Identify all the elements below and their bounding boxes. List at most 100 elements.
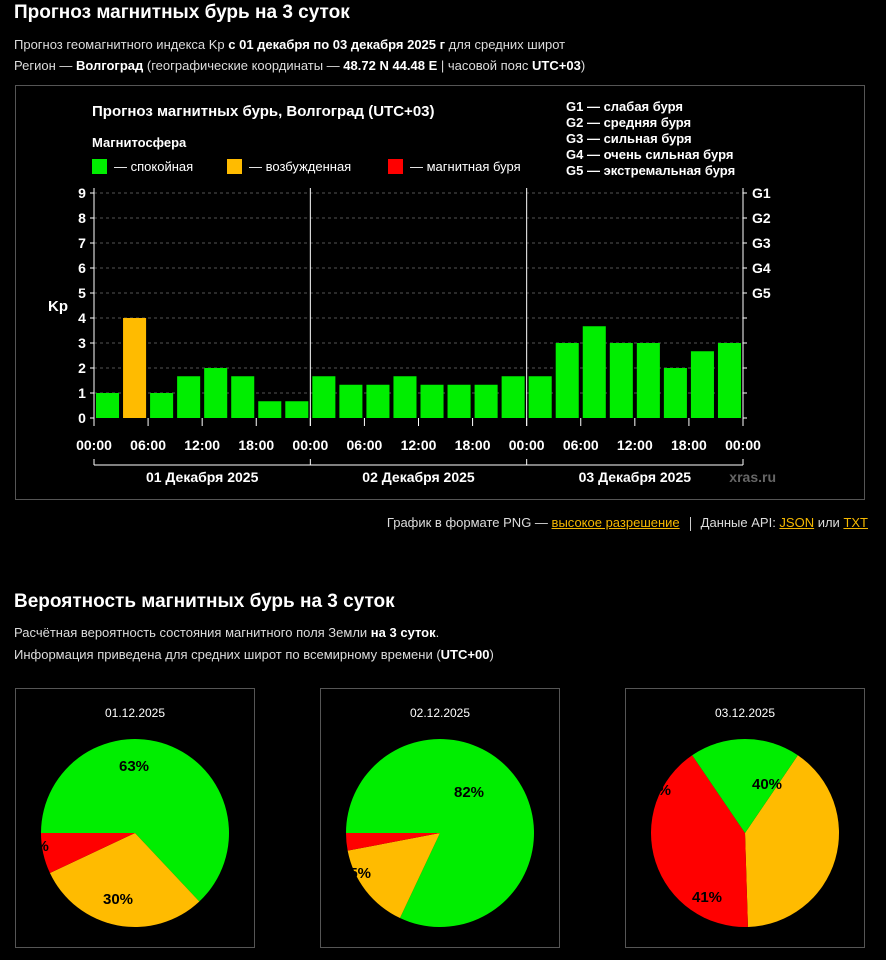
api-text: Данные API: <box>700 515 780 530</box>
x-tick-label: 12:00 <box>617 437 653 453</box>
legend-label: — возбужденная <box>249 159 351 174</box>
y-tick-label: 1 <box>78 385 86 401</box>
x-tick-label: 12:00 <box>184 437 220 453</box>
tz-prefix: | часовой пояс <box>437 58 533 73</box>
pie-label: 82% <box>454 784 484 801</box>
x-tick-label: 06:00 <box>130 437 166 453</box>
y-tick-label: 8 <box>78 210 86 226</box>
kp-bar <box>366 384 390 418</box>
kp-bar <box>474 384 498 418</box>
pie-slice-excited <box>49 833 200 927</box>
subtitle-text: Прогноз геомагнитного индекса Kp <box>14 37 229 52</box>
y-tick-label: 3 <box>78 335 86 351</box>
g-scale-item: G2 — средняя буря <box>566 115 691 130</box>
pie-title: 03.12.2025 <box>715 706 775 720</box>
pie-slice-excited <box>347 833 440 919</box>
pie-box-2: 02.12.2025 82% 15% <box>320 688 560 948</box>
pie-slice-quiet <box>692 739 798 833</box>
kp-bar <box>609 343 633 418</box>
legend-label: — спокойная <box>114 159 193 174</box>
coordinates: 48.72 N 44.48 E <box>343 58 438 73</box>
separator <box>689 516 691 531</box>
pie-chart-2: 02.12.2025 82% 15% <box>341 706 534 927</box>
region-line: Регион — Волгоград (географические коорд… <box>14 58 585 73</box>
forecast-subtitle: Прогноз геомагнитного индекса Kp с 01 де… <box>14 37 565 52</box>
legend-label: — магнитная буря <box>410 159 521 174</box>
or-text: или <box>814 515 844 530</box>
pie-slice-excited <box>745 755 839 927</box>
kp-bar <box>258 401 282 418</box>
kp-bar <box>96 393 120 418</box>
pie-title: 02.12.2025 <box>410 706 470 720</box>
y-tick-label: 6 <box>78 260 86 276</box>
kp-bar <box>636 343 660 418</box>
y-tick-label: 2 <box>78 360 86 376</box>
kp-bar <box>393 376 417 418</box>
kp-bar <box>285 401 309 418</box>
pie-label: 19% <box>641 782 671 799</box>
probability-line2: Информация приведена для средних широт п… <box>14 647 494 662</box>
timezone: UTC+03 <box>532 58 581 73</box>
x-tick-label: 00:00 <box>292 437 328 453</box>
region-prefix: Регион — <box>14 58 76 73</box>
kp-bar <box>231 376 255 418</box>
kp-bar <box>555 343 579 418</box>
json-link[interactable]: JSON <box>779 515 815 530</box>
legend-swatch <box>92 159 107 174</box>
g-scale-item: G5 — экстремальная буря <box>566 163 735 178</box>
probability-title: Вероятность магнитных бурь на 3 суток <box>14 591 395 612</box>
pie-chart-3: 03.12.2025 19% 40% 41% <box>641 706 839 927</box>
day-label: 03 Декабря 2025 <box>579 469 692 485</box>
chart-title: Прогноз магнитных бурь, Волгоград (UTC+0… <box>92 103 435 120</box>
prob-dot: . <box>435 625 440 640</box>
x-tick-label: 18:00 <box>455 437 491 453</box>
kp-bar <box>447 384 471 418</box>
g-level-label: G3 <box>752 235 771 251</box>
tz-suffix: ) <box>580 58 586 73</box>
g-level-label: G5 <box>752 285 771 301</box>
pie-label: 40% <box>752 776 782 793</box>
txt-link[interactable]: TXT <box>843 515 868 530</box>
kp-bar-chart: Прогноз магнитных бурь, Волгоград (UTC+0… <box>48 99 776 485</box>
x-tick-label: 00:00 <box>76 437 112 453</box>
x-tick-label: 12:00 <box>401 437 437 453</box>
y-tick-label: 0 <box>78 410 86 426</box>
png-text: График в формате PNG — <box>386 515 552 530</box>
pie-label: 15% <box>341 865 371 882</box>
kp-bar <box>528 376 552 418</box>
pie-slice-storm <box>346 833 440 851</box>
subtitle-text-end: для средних широт <box>445 37 566 52</box>
date-range: с 01 декабря по 03 декабря 2025 г <box>228 37 446 52</box>
probability-line1: Расчётная вероятность состояния магнитно… <box>14 625 439 640</box>
kp-bar <box>690 351 714 418</box>
prob-info: Информация приведена для средних широт п… <box>14 647 441 662</box>
pie-slice-quiet <box>41 739 229 902</box>
g-level-label: G4 <box>752 260 771 276</box>
x-tick-label: 00:00 <box>509 437 545 453</box>
y-tick-label: 4 <box>78 310 86 326</box>
kp-bar <box>177 376 201 418</box>
kp-bar <box>663 368 687 418</box>
g-scale-item: G3 — сильная буря <box>566 131 692 146</box>
pie-box-1: 01.12.2025 63% 30% 7% <box>15 688 255 948</box>
pie-chart-1: 01.12.2025 63% 30% 7% <box>27 706 229 927</box>
pie-label: 30% <box>103 891 133 908</box>
x-tick-label: 18:00 <box>238 437 274 453</box>
prob-text: Расчётная вероятность состояния магнитно… <box>14 625 371 640</box>
pie-box-3: 03.12.2025 19% 40% 41% <box>625 688 865 948</box>
watermark: xras.ru <box>729 469 776 485</box>
g-level-label: G2 <box>752 210 771 226</box>
kp-bar <box>204 368 228 418</box>
y-axis-label: Kp <box>48 298 68 315</box>
x-tick-label: 06:00 <box>347 437 383 453</box>
pie-slice-storm <box>651 755 748 927</box>
prob-utc: UTC+00 <box>440 647 490 662</box>
pie-title: 01.12.2025 <box>105 706 165 720</box>
day-label: 01 Декабря 2025 <box>146 469 259 485</box>
x-tick-label: 00:00 <box>725 437 761 453</box>
region-name: Волгоград <box>75 58 144 73</box>
x-tick-label: 06:00 <box>563 437 599 453</box>
coords-prefix: (географические координаты — <box>143 58 344 73</box>
y-tick-label: 9 <box>78 185 86 201</box>
png-hires-link[interactable]: высокое разрешение <box>551 515 680 530</box>
